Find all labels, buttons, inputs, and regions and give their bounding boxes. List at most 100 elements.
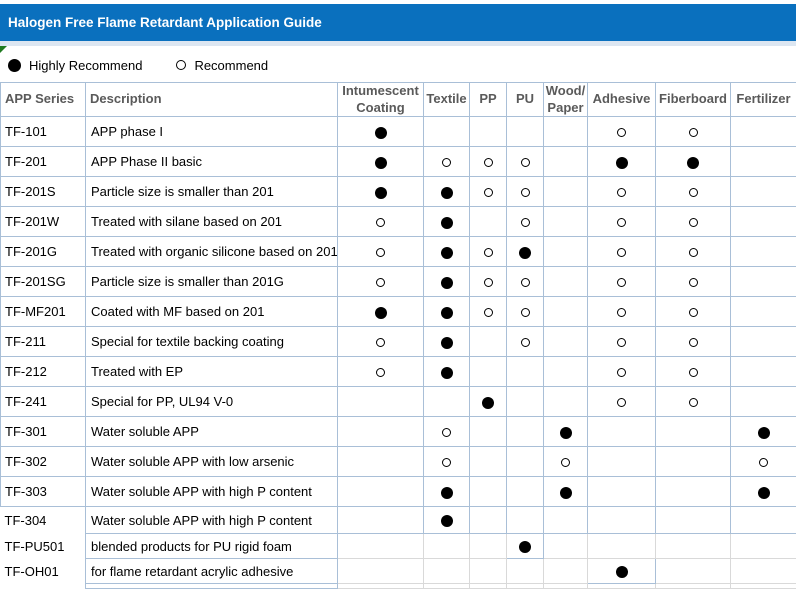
cell-wood-paper	[544, 534, 588, 559]
cell-pp	[470, 267, 507, 297]
cell-wood-paper	[544, 207, 588, 237]
cell-textile	[424, 207, 470, 237]
cell-fiberboard	[656, 177, 731, 207]
recommend-dot-icon	[521, 278, 530, 287]
recommend-dot-icon	[689, 368, 698, 377]
cell-fiberboard	[656, 387, 731, 417]
cell-pu	[507, 387, 544, 417]
cell-pp	[470, 477, 507, 507]
cell-intumescent-coating	[338, 267, 424, 297]
cell-intumescent-coating	[338, 417, 424, 447]
highly-recommend-dot-icon	[616, 157, 628, 169]
recommend-dot-icon	[176, 60, 186, 70]
recommend-dot-icon	[617, 188, 626, 197]
cell-textile	[424, 267, 470, 297]
cell-description: APP Phase II basic	[86, 147, 338, 177]
cell-adhesive	[588, 327, 656, 357]
highly-recommend-dot-icon	[375, 157, 387, 169]
highly-recommend-dot-icon	[441, 515, 453, 527]
cell-wood-paper	[544, 387, 588, 417]
cell-fiberboard	[656, 117, 731, 147]
cell-pu	[507, 559, 544, 584]
cell-wood-paper	[544, 177, 588, 207]
column-header-textile: Textile	[424, 83, 470, 117]
cell-series: TF-MF201	[1, 297, 86, 327]
recommend-dot-icon	[484, 308, 493, 317]
cell-description: Special for PP, UL94 V-0	[86, 387, 338, 417]
cell-adhesive	[588, 237, 656, 267]
cell-pu	[507, 417, 544, 447]
cell-pu	[507, 327, 544, 357]
cell-description: Special for textile backing coating	[86, 327, 338, 357]
highly-recommend-dot-icon	[441, 337, 453, 349]
recommend-dot-icon	[617, 248, 626, 257]
recommend-dot-icon	[689, 188, 698, 197]
recommend-dot-icon	[689, 338, 698, 347]
recommend-dot-icon	[617, 398, 626, 407]
recommend-dot-icon	[376, 338, 385, 347]
cell-description: Water soluble APP with low arsenic	[86, 447, 338, 477]
cell-fertilizer	[731, 507, 796, 534]
cell-pp	[470, 447, 507, 477]
cell-pp	[470, 147, 507, 177]
recommend-dot-icon	[689, 248, 698, 257]
cell-fiberboard	[656, 507, 731, 534]
cell-pp	[470, 117, 507, 147]
cell-description: Treated with organic silicone based on 2…	[86, 237, 338, 267]
cell-pu	[507, 207, 544, 237]
cell-fertilizer	[731, 267, 796, 297]
cell-fertilizer	[731, 387, 796, 417]
recommend-dot-icon	[521, 158, 530, 167]
column-header-fiberboard: Fiberboard	[656, 83, 731, 117]
cell-series: TF-201SG	[1, 267, 86, 297]
recommend-dot-icon	[376, 248, 385, 257]
cell-fertilizer	[731, 357, 796, 387]
highly-recommend-dot-icon	[758, 487, 770, 499]
highly-recommend-dot-icon	[519, 247, 531, 259]
cell-pp	[470, 417, 507, 447]
cell-fiberboard	[656, 559, 731, 584]
cell-fertilizer	[731, 417, 796, 447]
cell-pu	[507, 177, 544, 207]
cell-fertilizer	[731, 117, 796, 147]
highly-recommend-dot-icon	[441, 247, 453, 259]
column-header-pu: PU	[507, 83, 544, 117]
cell-series: TF-201G	[1, 237, 86, 267]
cell-fertilizer	[731, 177, 796, 207]
cell-pu	[507, 297, 544, 327]
cell-adhesive	[588, 417, 656, 447]
cell-pp	[470, 387, 507, 417]
legend-label-recommend: Recommend	[194, 58, 268, 73]
cell-fiberboard	[656, 207, 731, 237]
highly-recommend-dot-icon	[441, 277, 453, 289]
highly-recommend-dot-icon	[560, 487, 572, 499]
recommend-dot-icon	[484, 248, 493, 257]
cell-series: TF-301	[1, 417, 86, 447]
cell-intumescent-coating	[338, 534, 424, 559]
highly-recommend-dot-icon	[375, 307, 387, 319]
highly-recommend-dot-icon	[441, 307, 453, 319]
cell-wood-paper	[544, 147, 588, 177]
column-header-fertilizer: Fertilizer	[731, 83, 796, 117]
recommend-dot-icon	[617, 368, 626, 377]
cell-series: TF-303	[1, 477, 86, 507]
cell-pp	[470, 177, 507, 207]
legend-item-recommend: Recommend	[176, 58, 268, 73]
cell-fiberboard	[656, 447, 731, 477]
cell-wood-paper	[544, 327, 588, 357]
column-header-series: APP Series	[1, 83, 86, 117]
cell-series: TF-101	[1, 117, 86, 147]
page-title: Halogen Free Flame Retardant Application…	[0, 4, 796, 41]
cell-adhesive	[588, 559, 656, 584]
cell-adhesive	[588, 207, 656, 237]
cell-adhesive	[588, 267, 656, 297]
highly-recommend-dot-icon	[758, 427, 770, 439]
recommend-dot-icon	[442, 428, 451, 437]
highly-recommend-dot-icon	[441, 217, 453, 229]
cell-adhesive	[588, 177, 656, 207]
recommend-dot-icon	[617, 278, 626, 287]
cell-intumescent-coating	[338, 477, 424, 507]
